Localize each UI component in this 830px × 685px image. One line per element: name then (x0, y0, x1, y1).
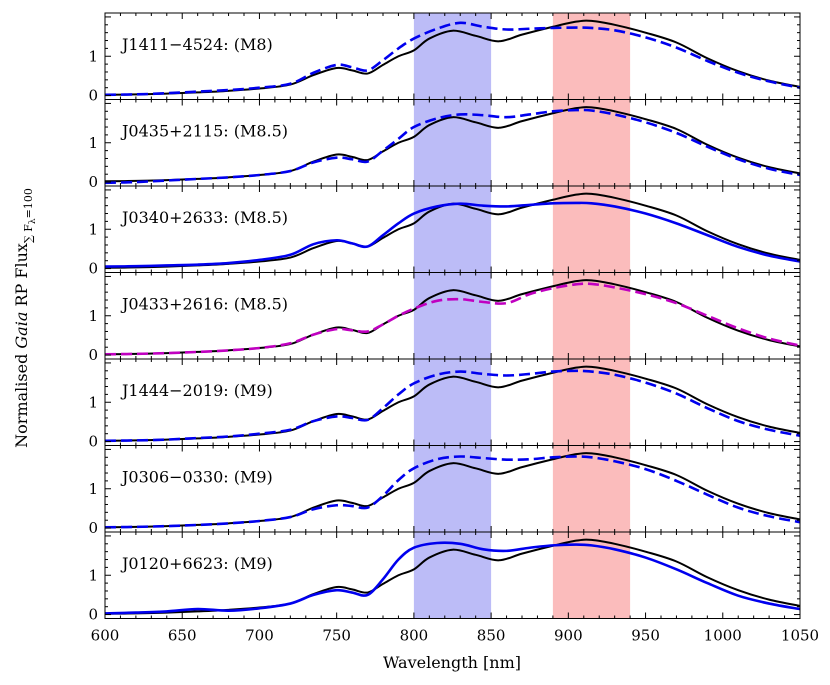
y-axis-label-prefix: Normalised (12, 349, 31, 448)
x-tick-label: 950 (631, 627, 660, 645)
panel-label: J0435+2115: (M8.5) (120, 122, 288, 141)
comparison-spectrum-line (104, 455, 801, 529)
comparison-spectrum-line (104, 541, 801, 615)
y-axis-label-subscript: ∑ F (22, 224, 35, 243)
x-tick-label: 900 (554, 627, 583, 645)
y-axis-label-subsub: λ (28, 218, 38, 224)
x-axis-label: Wavelength [nm] (383, 653, 521, 672)
panels-group: 0 1 J1411−4524: (M8) 0 1 J0435+2115: (M8.5) 0 1… (88, 12, 801, 624)
y-tick-label: 0 (88, 173, 98, 191)
y-tick-label: 1 (88, 566, 98, 584)
x-tick-label: 1050 (781, 627, 819, 645)
panel-label: J0120+6623: (M9) (120, 554, 273, 573)
panel-label: J0306−0330: (M9) (120, 468, 273, 487)
shaded-band-2 (552, 13, 631, 619)
comparison-spectrum-line (104, 201, 801, 268)
y-tick-label: 1 (88, 393, 98, 411)
y-tick-label: 1 (88, 47, 98, 65)
panel-label: J0433+2616: (M8.5) (120, 295, 288, 314)
panel-label: J1444−2019: (M9) (120, 381, 273, 400)
y-axis-label-subscript-tail: =100 (22, 188, 35, 218)
panel-1: 0 1 J1411−4524: (M8) (88, 12, 801, 105)
x-tick-label: 750 (322, 627, 351, 645)
x-tick-label: 650 (168, 627, 197, 645)
y-tick-label: 0 (88, 260, 98, 278)
y-tick-label: 0 (88, 519, 98, 537)
comparison-spectrum-line (104, 21, 801, 97)
y-tick-label: 0 (88, 433, 98, 451)
x-tick-label: 1000 (704, 627, 742, 645)
y-tick-label: 0 (88, 606, 98, 624)
x-axis-ticks: 600 650 700 750 800 850 900 950 1000 1050 (91, 627, 819, 645)
panel-6: 0 1 J0306−0330: (M9) (88, 445, 801, 537)
shaded-band-1 (413, 13, 492, 619)
comparison-spectrum-line (104, 108, 801, 185)
y-tick-label: 1 (88, 220, 98, 238)
y-axis-label-gaia: Gaia (12, 312, 31, 349)
y-tick-label: 1 (88, 480, 98, 498)
x-tick-label: 600 (91, 627, 120, 645)
y-tick-label: 1 (88, 134, 98, 152)
x-tick-label: 850 (477, 627, 506, 645)
panel-7: 0 1 J0120+6623: (M9) (88, 531, 801, 624)
x-tick-label: 700 (245, 627, 274, 645)
y-axis-label-middle: RP Flux (12, 243, 31, 312)
panel-label: J1411−4524: (M8) (120, 35, 273, 54)
x-tick-label: 800 (400, 627, 429, 645)
comparison-spectrum-line (104, 282, 801, 356)
y-tick-label: 0 (88, 87, 98, 105)
panel-label: J0340+2633: (M8.5) (120, 208, 288, 227)
y-tick-label: 1 (88, 307, 98, 325)
panel-5: 0 1 J1444−2019: (M9) (88, 358, 801, 451)
comparison-spectrum-line (104, 369, 801, 443)
y-axis-label: Normalised Gaia RP Flux∑ Fλ=100 (12, 188, 38, 448)
y-tick-label: 0 (88, 346, 98, 364)
